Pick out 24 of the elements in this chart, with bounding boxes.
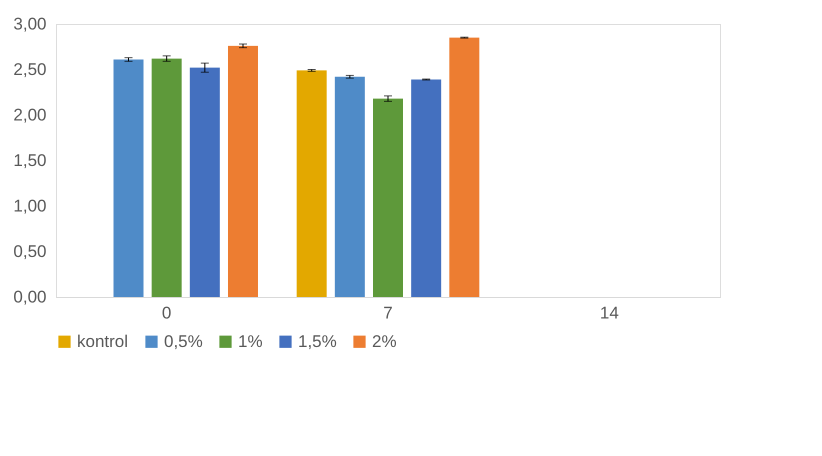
bar (228, 46, 258, 297)
legend-label: kontrol (77, 332, 128, 351)
y-tick-label: 2,50 (13, 60, 46, 79)
legend-label: 0,5% (164, 332, 203, 351)
y-tick-label: 0,50 (13, 242, 46, 261)
y-tick-label: 1,50 (13, 151, 46, 170)
legend-label: 1% (238, 332, 263, 351)
bar (411, 80, 442, 297)
bar (334, 76, 365, 297)
bar (190, 68, 220, 297)
bar (114, 59, 144, 297)
y-tick-label: 1,00 (13, 196, 46, 216)
y-tick-label: 0,00 (13, 288, 46, 306)
x-tick-label: 7 (383, 304, 393, 322)
bar (296, 70, 327, 297)
bar (449, 38, 480, 297)
legend-label: 2% (372, 332, 397, 351)
y-tick-label: 2,00 (13, 106, 46, 124)
bar (373, 98, 403, 297)
legend-label: 1,5% (298, 332, 337, 351)
bar (152, 58, 182, 297)
x-tick-label: 0 (162, 304, 172, 322)
x-tick-label: 14 (600, 304, 619, 322)
y-tick-label: 3,00 (13, 14, 46, 34)
